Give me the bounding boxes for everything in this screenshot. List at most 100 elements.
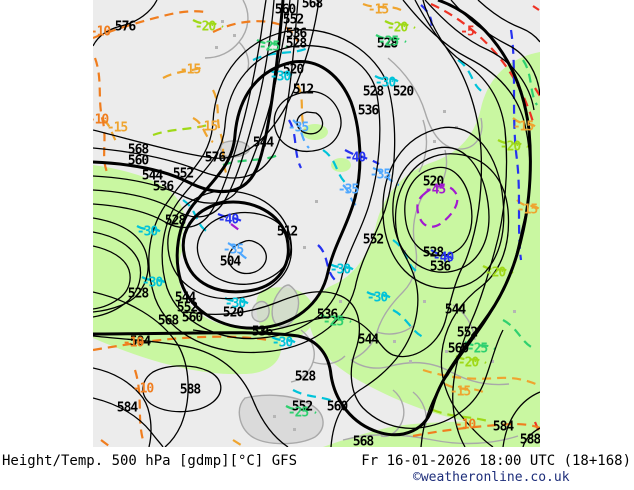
height-contour-label: 520 (422, 174, 445, 190)
temp-contour-label: -15 (516, 202, 539, 218)
height-contour-label: 544 (252, 135, 275, 151)
height-contour-label: 536 (429, 259, 452, 275)
height-contour-label: 528 (376, 36, 399, 52)
height-contour-label: 552 (172, 166, 195, 182)
temp-contour-label: -30 (136, 224, 159, 240)
temp-contour-label: -30 (271, 335, 294, 351)
temp-contour-label: -10 (93, 24, 111, 40)
height-contour-label: 560 (127, 153, 150, 169)
temp-contour-label: -15 (367, 2, 390, 18)
temp-contour-label: -10 (454, 417, 477, 433)
height-contour-label: 504 (219, 254, 242, 270)
temp-line-minus30 (136, 46, 484, 403)
height-contour-label: 536 (285, 26, 308, 42)
height-contour-label: 512 (292, 82, 315, 98)
height-contour-label: 528 (362, 84, 385, 100)
temp-contour-label: -25 (287, 405, 310, 421)
height-contours (93, 0, 540, 447)
height-contour-label: 568 (157, 313, 180, 329)
height-contour-label: 544 (174, 290, 197, 306)
temp-contour-label: -30 (224, 296, 247, 312)
height-contour-label: 544 (141, 168, 164, 184)
height-contour-label: 552 (456, 325, 479, 341)
height-contour-label: 528 (164, 213, 187, 229)
height-contour-label: 528 (422, 245, 445, 261)
height-contour-label: 520 (392, 84, 415, 100)
temp-contour-label: -40 (217, 212, 240, 228)
height-contour-label: 560 (326, 399, 349, 415)
height-contour-label: 528 (127, 286, 150, 302)
temp-contour-label: -40 (432, 250, 455, 266)
height-contour-label: 528 (294, 369, 317, 385)
height-contour-label: 588 (519, 432, 540, 447)
temp-contour-label: -20 (194, 19, 217, 35)
height-contour-label: 588 (179, 382, 202, 398)
height-contours-bold (93, 0, 532, 437)
height-contour-label: 536 (152, 179, 175, 195)
height-contour-label: 560 (274, 2, 297, 18)
height-contour-label: 552 (291, 399, 314, 415)
temp-contour-label: -5 (460, 24, 475, 40)
height-contour-label: 536 (357, 103, 380, 119)
height-contour-label: 544 (444, 302, 467, 318)
temp-contour-label: -45 (424, 182, 447, 198)
height-contour-label: 520 (222, 305, 245, 321)
weather-map: 576 568 560 552 536 528 520 512 528 528 520 536 568 5… (93, 0, 540, 447)
temp-contour-label: -30 (141, 275, 164, 291)
height-contour-label: 552 (362, 232, 385, 248)
height-contour-label: 584 (116, 400, 139, 416)
height-contour-label: 544 (357, 332, 380, 348)
temp-contour-label: -10 (122, 335, 145, 351)
temp-contour-label: -25 (322, 314, 345, 330)
temp-contour-label: -20 (457, 355, 480, 371)
temp-contour-label: -20 (386, 20, 409, 36)
height-contour-label: 576 (204, 150, 227, 166)
temp-contour-label: -30 (366, 290, 389, 306)
height-contour-label: 528 (285, 36, 308, 52)
height-contour-label: 560 (181, 310, 204, 326)
height-contour-label: 520 (282, 62, 305, 78)
temp-contour-label: -15 (179, 62, 202, 78)
valid-time: Fr 16-01-2026 18:00 UTC (18+168) (361, 453, 631, 469)
map-canvas (93, 0, 540, 447)
height-contour-label: 512 (276, 224, 299, 240)
temp-contour-label: -35 (222, 242, 245, 258)
coastlines (204, 0, 519, 445)
temp-contour-label: -30 (329, 262, 352, 278)
temp-contour-label: -25 (258, 39, 281, 55)
temp-contour-label: -40 (344, 150, 367, 166)
height-contour-label: 560 (447, 341, 470, 357)
temp-line-minus45 (230, 184, 459, 231)
temp-contour-label: -10 (93, 112, 109, 128)
temp-contour-label: -15 (196, 119, 219, 135)
temp-contour-label: -35 (337, 182, 360, 198)
temp-contour-label: -15 (106, 120, 129, 136)
temp-contour-label: -30 (269, 69, 292, 85)
height-contour-label: 536 (251, 324, 274, 340)
temp-contour-label: -25 (466, 341, 489, 357)
height-contour-label: 568 (127, 142, 150, 158)
height-contour-label: 576 (114, 19, 137, 35)
temp-line-minus5 (430, 2, 540, 435)
height-contour-label: 536 (316, 307, 339, 323)
temp-contour-label: -20 (484, 265, 507, 281)
temp-contour-label: -20 (499, 139, 522, 155)
temp-contour-label: -25 (377, 34, 400, 50)
height-contour-label: 552 (176, 300, 199, 316)
temp-contour-label: -35 (287, 120, 310, 136)
height-contour-label: 552 (282, 12, 305, 28)
height-contour-label: 584 (492, 419, 515, 435)
contour-labels: 576 568 560 552 536 528 520 512 528 528 520 536 568 5… (93, 0, 540, 447)
temp-contours (93, 2, 540, 447)
temp-contour-label: -15 (512, 119, 535, 135)
temp-line-minus15 (102, 2, 540, 446)
height-contour-label: 568 (352, 434, 375, 448)
temp-contour-label: -10 (132, 381, 155, 397)
temp-line-minus40 (217, 4, 523, 281)
chart-title: Height/Temp. 500 hPa [gdmp][°C] GFS (2, 453, 298, 469)
height-contour-label: 584 (129, 334, 152, 350)
copyright-notice: ©weatheronline.co.uk (413, 470, 570, 485)
temp-contour-label: -15 (449, 384, 472, 400)
temp-contour-label: -30 (374, 75, 397, 91)
